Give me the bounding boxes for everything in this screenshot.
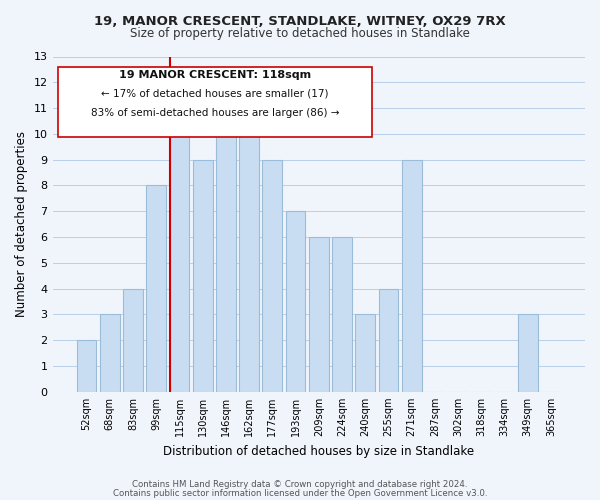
Text: 19, MANOR CRESCENT, STANDLAKE, WITNEY, OX29 7RX: 19, MANOR CRESCENT, STANDLAKE, WITNEY, O… xyxy=(94,15,506,28)
X-axis label: Distribution of detached houses by size in Standlake: Distribution of detached houses by size … xyxy=(163,444,475,458)
Bar xyxy=(402,160,422,392)
Bar xyxy=(355,314,375,392)
Bar xyxy=(332,237,352,392)
Bar xyxy=(100,314,119,392)
Bar xyxy=(193,160,212,392)
Bar xyxy=(146,186,166,392)
Text: 19 MANOR CRESCENT: 118sqm: 19 MANOR CRESCENT: 118sqm xyxy=(119,70,311,80)
Bar xyxy=(77,340,97,392)
Bar xyxy=(309,237,329,392)
Bar xyxy=(239,134,259,392)
Text: Contains HM Land Registry data © Crown copyright and database right 2024.: Contains HM Land Registry data © Crown c… xyxy=(132,480,468,489)
Bar xyxy=(216,134,236,392)
Bar xyxy=(518,314,538,392)
Text: 83% of semi-detached houses are larger (86) →: 83% of semi-detached houses are larger (… xyxy=(91,108,339,118)
Bar xyxy=(123,288,143,392)
Text: Size of property relative to detached houses in Standlake: Size of property relative to detached ho… xyxy=(130,28,470,40)
Text: Contains public sector information licensed under the Open Government Licence v3: Contains public sector information licen… xyxy=(113,488,487,498)
Bar xyxy=(170,108,190,392)
Bar xyxy=(379,288,398,392)
FancyBboxPatch shape xyxy=(58,66,372,137)
Bar xyxy=(286,212,305,392)
Text: ← 17% of detached houses are smaller (17): ← 17% of detached houses are smaller (17… xyxy=(101,88,329,99)
Y-axis label: Number of detached properties: Number of detached properties xyxy=(15,131,28,317)
Bar xyxy=(262,160,282,392)
